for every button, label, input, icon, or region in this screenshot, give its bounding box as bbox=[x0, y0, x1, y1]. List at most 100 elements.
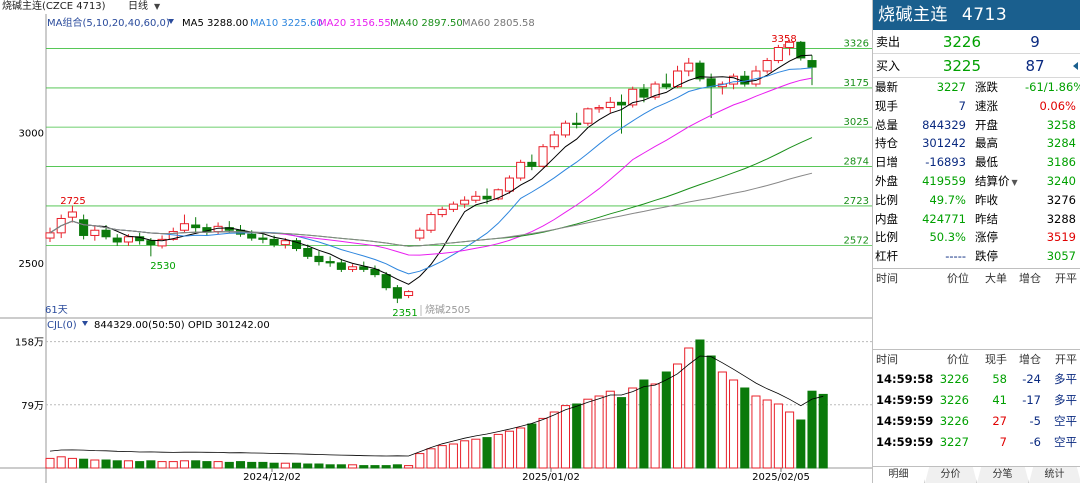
stat-value: 419559 bbox=[922, 173, 966, 188]
volume-bar bbox=[359, 465, 369, 469]
candle-body bbox=[549, 134, 559, 148]
volume-bar bbox=[168, 461, 178, 469]
tick-hand: 58 bbox=[992, 372, 1007, 386]
volume-bar bbox=[672, 363, 683, 469]
candle-body bbox=[437, 208, 447, 216]
tab-0[interactable]: 明细 bbox=[873, 467, 925, 483]
chart-title: 烧碱主连(CZCE 4713) bbox=[2, 1, 106, 12]
volume-bar bbox=[314, 463, 324, 469]
candle-body bbox=[325, 261, 335, 264]
candle-body bbox=[796, 41, 806, 59]
header-open-close: 开平 bbox=[1055, 272, 1077, 285]
tab-1[interactable]: 分价 bbox=[925, 467, 977, 483]
header-increase: 增仓 bbox=[1019, 353, 1041, 366]
stat-value: 3519 bbox=[1046, 230, 1076, 245]
candle-body bbox=[146, 240, 156, 246]
candle-body bbox=[516, 161, 526, 179]
volume-bar bbox=[684, 347, 694, 469]
chart-canvas[interactable]: MA组合(5,10,20,40,60,0) MA5 3288.00 MA10 322… bbox=[0, 14, 872, 483]
open-interest-line bbox=[49, 355, 824, 457]
candle-body bbox=[628, 88, 638, 106]
ask-volume: 9 bbox=[1030, 32, 1040, 51]
volume-bar bbox=[123, 460, 133, 469]
stat-row: 总量 844329 开盘 3258 bbox=[873, 116, 1080, 135]
candle-body bbox=[594, 107, 604, 110]
bid-price: 3225 bbox=[942, 56, 981, 75]
volume-bar bbox=[471, 438, 481, 469]
tick-price: 3226 bbox=[939, 393, 969, 407]
header-hand: 现手 bbox=[985, 353, 1007, 366]
tick-open-close: 多平 bbox=[1054, 393, 1077, 407]
tab-3[interactable]: 统计 bbox=[1029, 467, 1080, 483]
tick-row: 14:59:58 3226 58 -24 多平 bbox=[873, 369, 1080, 390]
candle-body bbox=[280, 240, 290, 246]
ask-price: 3226 bbox=[942, 32, 981, 51]
stat-label[interactable]: 结算价 ▼ bbox=[969, 172, 1025, 191]
candle-body bbox=[258, 237, 268, 240]
volume-bar bbox=[661, 371, 671, 469]
stat-value: 3227 bbox=[936, 80, 966, 94]
volume-bar bbox=[560, 405, 571, 469]
stat-label: 内盘 bbox=[875, 211, 898, 226]
stat-value: 3284 bbox=[1046, 136, 1076, 151]
stat-label: 最高 bbox=[969, 134, 1025, 153]
header-price: 价位 bbox=[947, 272, 969, 285]
stat-row: 持仓 301242 最高 3284 bbox=[873, 134, 1080, 153]
tick-time: 14:59:59 bbox=[876, 414, 934, 428]
stat-value: ----- bbox=[945, 249, 966, 264]
volume-bar bbox=[516, 427, 526, 469]
stat-value: 50.3% bbox=[929, 230, 966, 245]
vol-axis-label: 158万 bbox=[15, 338, 44, 349]
volume-bar bbox=[213, 461, 223, 469]
kline-chart[interactable]: MA组合(5,10,20,40,60,0) MA5 3288.00 MA10 322… bbox=[0, 14, 872, 483]
candle-body bbox=[773, 46, 783, 62]
period-selector[interactable]: 日线 bbox=[128, 1, 148, 12]
stat-value: 3057 bbox=[1046, 249, 1076, 264]
stat-value: 3258 bbox=[1046, 117, 1076, 132]
tick-hand: 41 bbox=[992, 393, 1007, 407]
candle-body bbox=[101, 229, 111, 238]
chevron-down-icon bbox=[168, 19, 174, 24]
candle-body bbox=[807, 60, 817, 68]
candle-body bbox=[482, 195, 492, 200]
header-open-close: 开平 bbox=[1055, 353, 1077, 366]
stat-label: 现手 bbox=[875, 98, 898, 113]
ref-line-label: 3175 bbox=[844, 78, 869, 89]
volume-bar bbox=[179, 460, 190, 469]
bid-volume: 87 bbox=[1025, 56, 1045, 75]
stat-value: 424771 bbox=[922, 211, 966, 226]
candle-body bbox=[460, 199, 470, 205]
candle-body bbox=[67, 211, 77, 218]
date-label: 2024/12/02 bbox=[243, 472, 301, 483]
ma5-line bbox=[49, 54, 813, 285]
stat-label: 持仓 bbox=[875, 136, 898, 151]
collapse-arrow-icon[interactable] bbox=[1073, 62, 1078, 70]
volume-bar bbox=[258, 461, 268, 469]
peak-annotation: 2725 bbox=[60, 196, 85, 207]
volume-bar bbox=[796, 419, 806, 469]
volume-bar bbox=[280, 462, 290, 469]
stat-label: 总量 bbox=[875, 117, 898, 132]
volume-bar bbox=[146, 460, 156, 469]
chevron-down-icon[interactable]: ▼ bbox=[1011, 177, 1018, 187]
volume-bar bbox=[729, 379, 739, 469]
stat-label: 跌停 bbox=[969, 247, 1025, 266]
candle-body bbox=[336, 262, 346, 270]
volume-bar bbox=[605, 390, 615, 469]
candle-body bbox=[179, 223, 190, 231]
trough-annotation: 2530 bbox=[150, 261, 175, 272]
stat-label: 昨收 bbox=[969, 191, 1025, 210]
stat-label: 杠杆 bbox=[875, 249, 898, 264]
chevron-down-icon bbox=[82, 321, 88, 326]
stat-value: 3288 bbox=[1046, 211, 1076, 226]
ask-label: 卖出 bbox=[876, 35, 901, 49]
stat-value: 0.06% bbox=[1039, 98, 1076, 113]
stat-label: 开盘 bbox=[969, 116, 1025, 135]
stat-label: 涨跌 bbox=[969, 78, 1025, 97]
volume-bar bbox=[594, 395, 604, 469]
vol-axis-label: 79万 bbox=[21, 401, 44, 412]
tab-2[interactable]: 分笔 bbox=[977, 467, 1029, 483]
chevron-down-icon[interactable]: ▼ bbox=[154, 2, 161, 11]
volume-bar bbox=[135, 461, 145, 469]
candle-body bbox=[650, 83, 660, 98]
